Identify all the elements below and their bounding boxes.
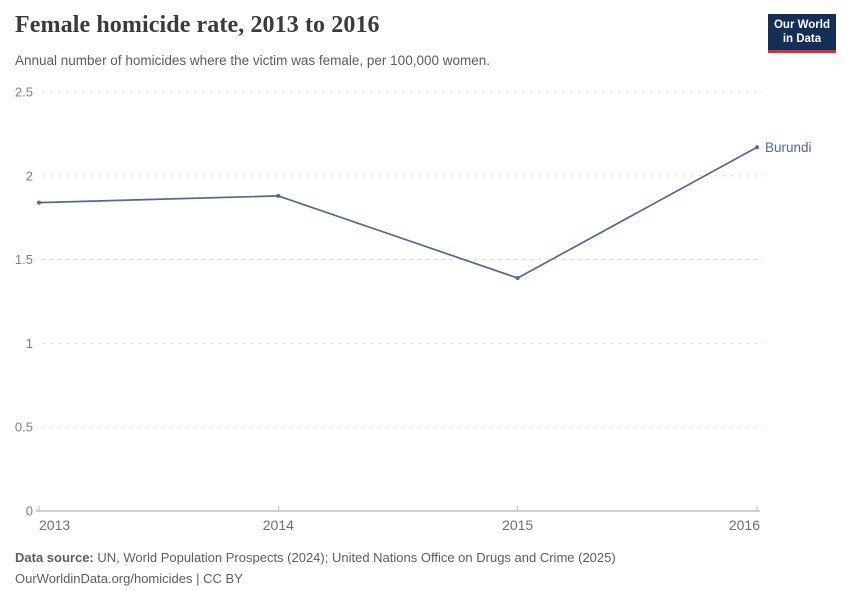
chart-footer: Data source: UN, World Population Prospe… bbox=[15, 547, 616, 589]
data-point-marker bbox=[37, 200, 41, 205]
entity-label: Burundi bbox=[765, 140, 812, 155]
y-axis-tick-label: 2 bbox=[26, 168, 33, 183]
data-point-marker bbox=[276, 193, 281, 198]
data-source-text: UN, World Population Prospects (2024); U… bbox=[97, 550, 616, 565]
y-axis-tick-label: 1.5 bbox=[15, 252, 33, 267]
x-axis-tick-label: 2014 bbox=[263, 517, 294, 533]
owid-logo-text: Our World in Data bbox=[773, 18, 830, 45]
data-point-marker bbox=[755, 145, 759, 150]
license-line: OurWorldinData.org/homicides | CC BY bbox=[15, 571, 243, 587]
page-title: Female homicide rate, 2013 to 2016 bbox=[15, 12, 380, 38]
x-axis-tick-label: 2016 bbox=[729, 517, 760, 533]
data-source-label: Data source: bbox=[15, 550, 94, 565]
x-axis-tick-label: 2015 bbox=[502, 517, 533, 533]
y-axis-tick-label: 0.5 bbox=[15, 420, 33, 435]
chart-subtitle: Annual number of homicides where the vic… bbox=[15, 53, 490, 68]
owid-logo: Our World in Data bbox=[768, 14, 836, 53]
data-point-marker bbox=[515, 276, 520, 281]
x-axis-tick-label: 2013 bbox=[39, 517, 70, 533]
y-axis-tick-label: 0 bbox=[26, 504, 33, 519]
y-axis-tick-label: 1 bbox=[26, 336, 33, 351]
data-line-burundi bbox=[38, 146, 758, 279]
data-source-line: Data source: UN, World Population Prospe… bbox=[15, 547, 616, 568]
y-axis-tick-label: 2.5 bbox=[15, 85, 33, 100]
